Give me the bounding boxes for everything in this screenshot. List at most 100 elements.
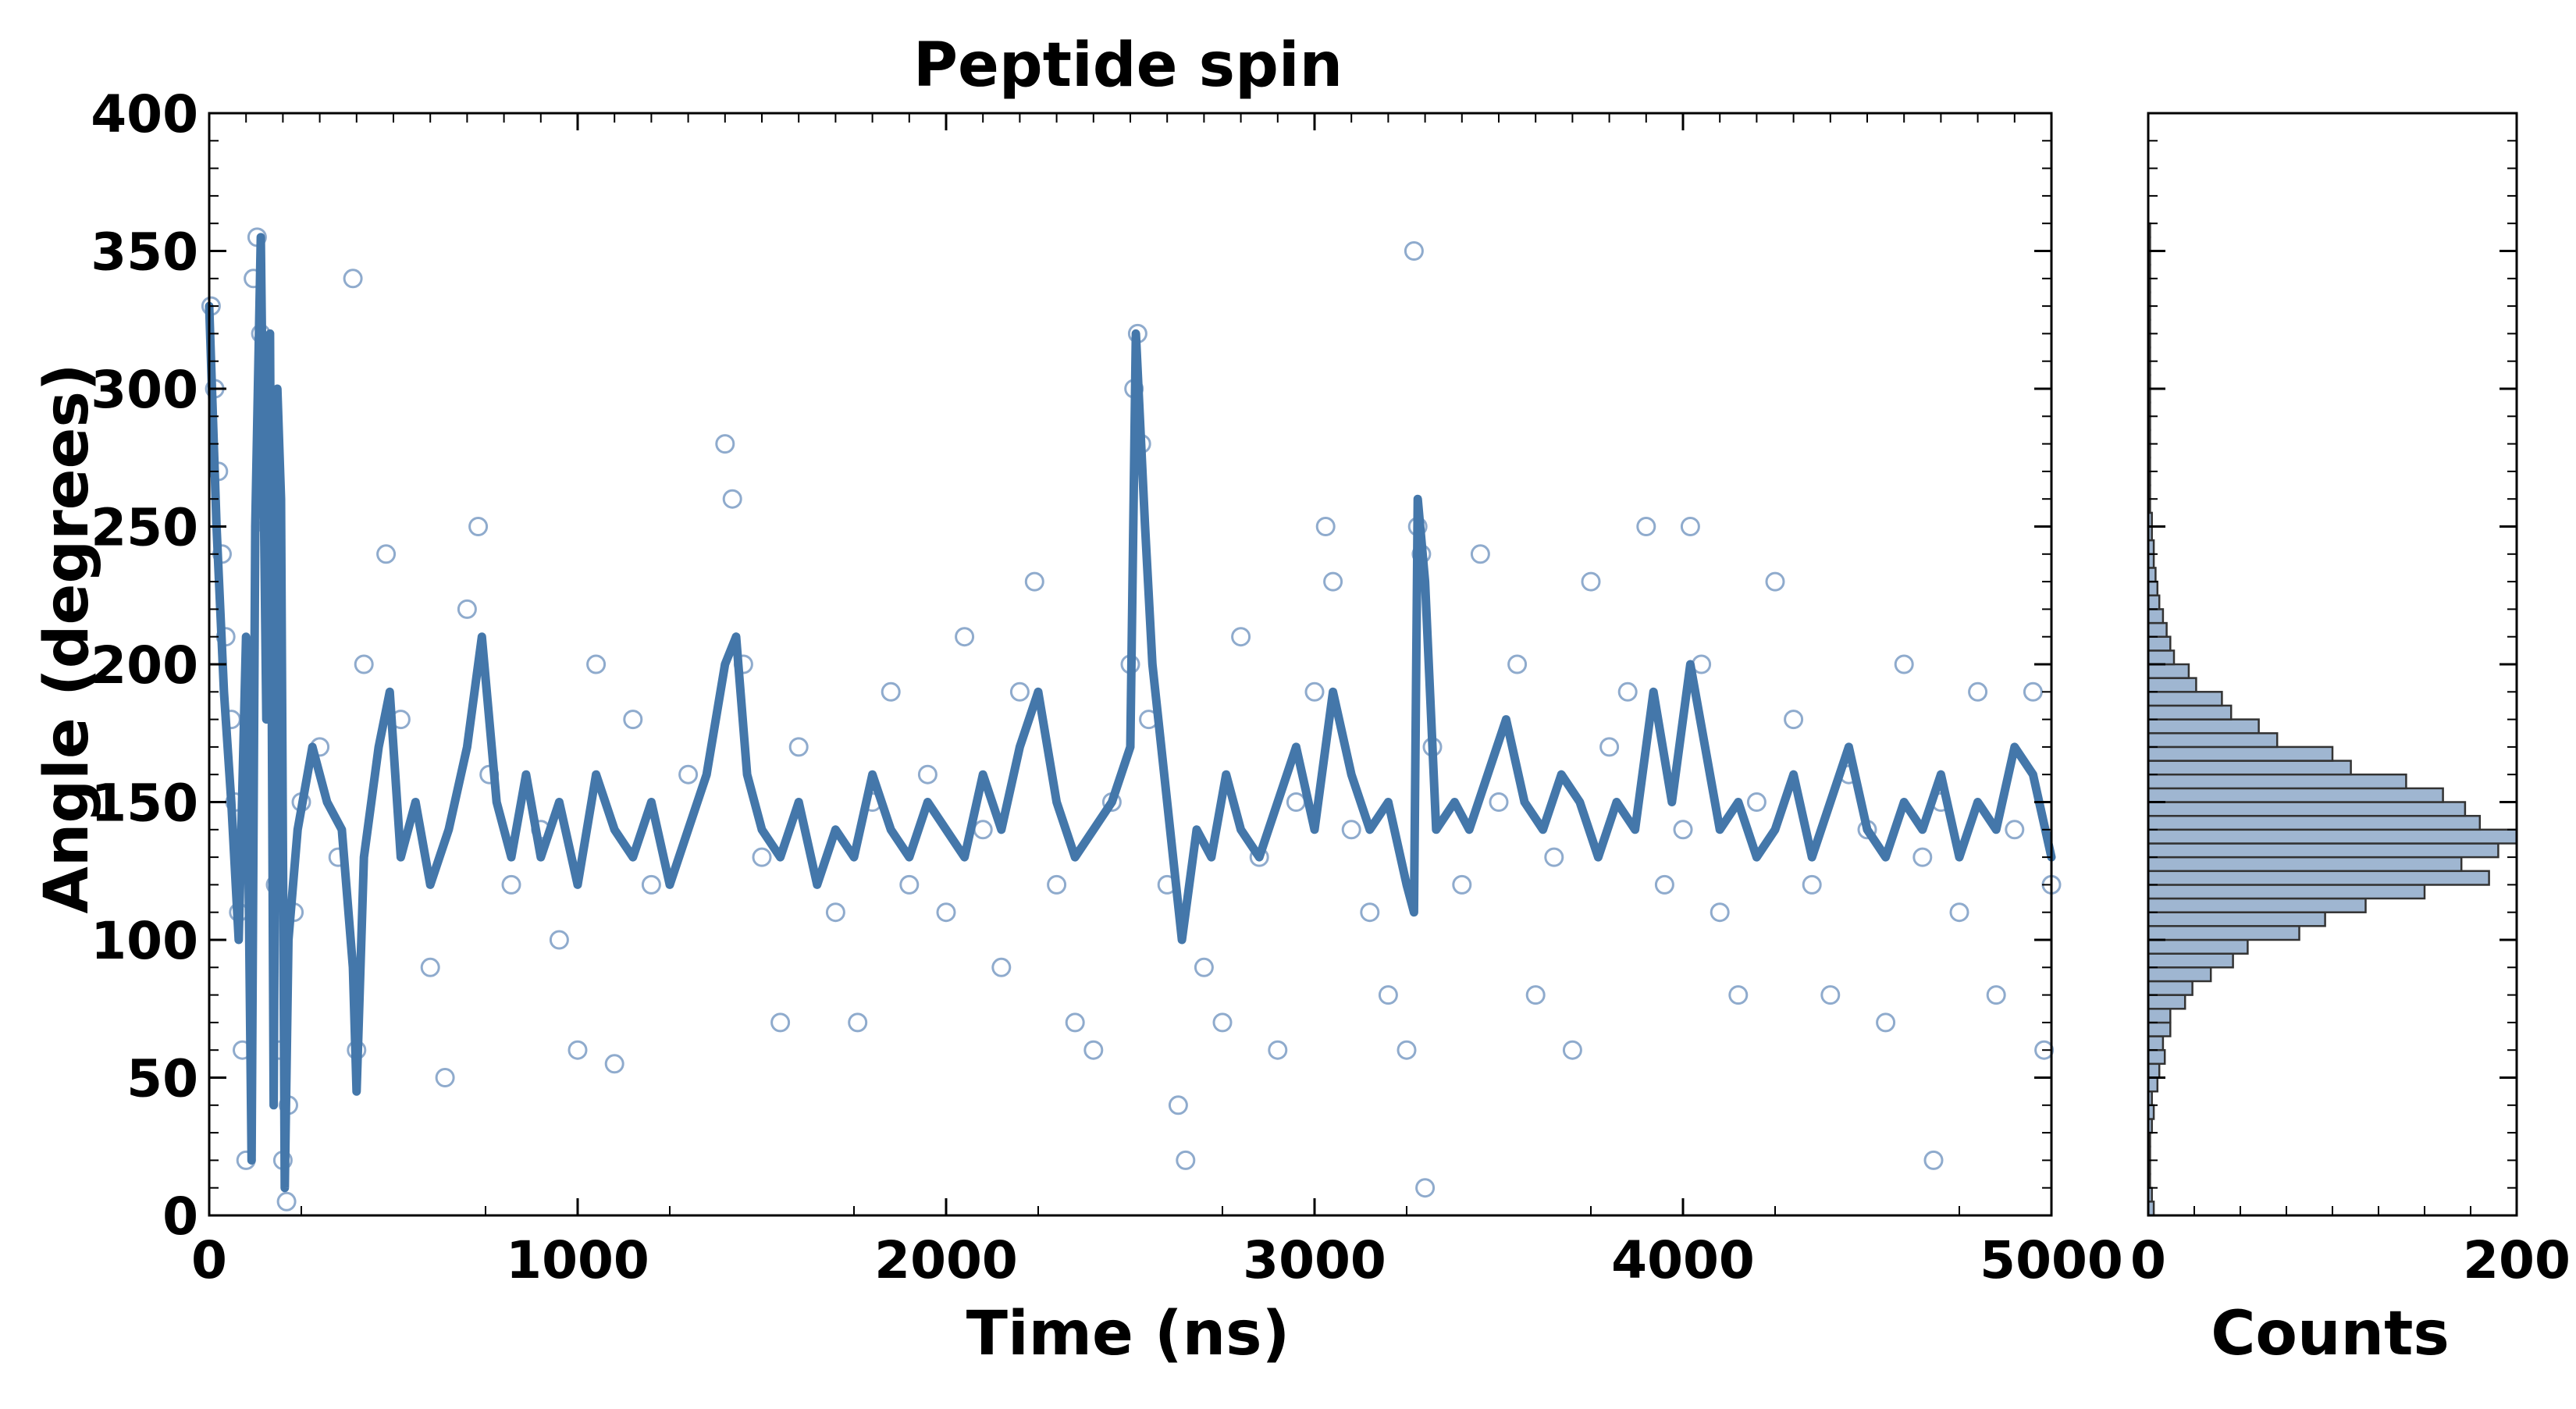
scatter-point: [1802, 874, 1822, 895]
histogram-bar: [2147, 635, 2172, 652]
scatter-point: [1562, 1040, 1582, 1060]
scatter-point: [2005, 820, 2025, 840]
scatter-point: [1765, 571, 1785, 592]
scatter-point: [1212, 1012, 1233, 1033]
scatter-point: [722, 489, 742, 509]
scatter-point: [1452, 874, 1472, 895]
scatter-point: [501, 874, 521, 895]
scatter-point: [1009, 681, 1030, 702]
scatter-point: [973, 820, 993, 840]
hist-x-tick-label: 200: [2463, 1230, 2571, 1290]
histogram-bar: [2147, 1076, 2159, 1093]
histogram-bar: [2147, 760, 2352, 776]
x-tick-label: 1000: [506, 1230, 649, 1290]
histogram-bar: [2147, 649, 2176, 666]
scatter-point: [678, 764, 699, 785]
scatter-point: [1415, 1178, 1436, 1198]
y-axis-label: Angle (degrees): [32, 363, 102, 913]
scatter-point: [420, 957, 440, 977]
scatter-point: [770, 1012, 791, 1033]
histogram-bar: [2147, 787, 2444, 803]
scatter-point: [2023, 681, 2043, 702]
main-plot-panel: 0 1000 2000 3000 4000 5000 0 50 100 150 200 250 300 3…: [91, 84, 2123, 1290]
scatter-point: [1746, 792, 1767, 812]
y-tick-label: 0: [162, 1187, 198, 1247]
scatter-point: [641, 874, 661, 895]
y-tick-label: 200: [91, 635, 198, 696]
scatter-point: [1194, 957, 1214, 977]
y-tick-label: 400: [91, 84, 198, 144]
scatter-point: [1820, 985, 1841, 1005]
scatter-point: [715, 434, 735, 454]
scatter-point: [848, 1012, 868, 1033]
scatter-point: [1949, 902, 1969, 923]
x-tick-label: 5000: [1980, 1230, 2123, 1290]
scatter-point: [1710, 902, 1730, 923]
histogram-bar: [2147, 1048, 2166, 1066]
smoothed-line: [205, 233, 2056, 1193]
scatter-point: [1404, 241, 1424, 261]
histogram-bar: [2147, 1062, 2161, 1079]
histogram-bar: [2147, 1035, 2165, 1051]
chart-title: Peptide spin: [913, 30, 1343, 101]
scatter-point: [936, 902, 956, 923]
histogram-bar: [2147, 801, 2467, 817]
scatter-point: [1544, 847, 1564, 867]
x-tick-label: 0: [191, 1230, 227, 1290]
scatter-point: [1507, 654, 1528, 674]
scatter-point: [1636, 517, 1656, 536]
scatter-point: [1581, 571, 1601, 592]
scatter-point: [1083, 1040, 1104, 1060]
scatter-point: [1470, 544, 1490, 564]
y-tick-label: 300: [91, 360, 198, 420]
scatter-point: [354, 654, 374, 674]
scatter-point: [1176, 1150, 1196, 1170]
scatter-point: [549, 930, 569, 950]
histogram-frame: [2147, 112, 2518, 1217]
y-tick-label: 150: [91, 774, 198, 834]
scatter-point: [435, 1068, 455, 1087]
histogram-panel: 0 200: [2130, 112, 2571, 1290]
scatter-point: [917, 764, 938, 785]
scatter-point: [2034, 1040, 2055, 1060]
scatter-point: [1986, 985, 2006, 1005]
scatter-point: [1599, 737, 1620, 757]
scatter-point: [1378, 985, 1398, 1005]
histogram-bar: [2147, 773, 2407, 790]
y-tick-label: 50: [126, 1049, 198, 1109]
histogram-bar: [2147, 580, 2159, 596]
histogram-bar: [2147, 1008, 2172, 1024]
scatter-point: [604, 1054, 624, 1074]
histogram-bar: [2147, 1021, 2172, 1037]
histogram-bar: [2147, 938, 2249, 955]
scatter-point: [1065, 1012, 1085, 1033]
scatter-point: [1047, 874, 1067, 895]
scatter-point: [1304, 681, 1325, 702]
histogram-bar: [2147, 828, 2518, 845]
histogram-bar: [2147, 870, 2490, 886]
scatter-point: [825, 902, 845, 923]
scatter-point: [1397, 1040, 1417, 1060]
scatter-point: [586, 654, 607, 674]
scatter-point: [1923, 1150, 1944, 1170]
histogram-bar: [2147, 814, 2482, 831]
histogram-x-axis-label: Counts: [2211, 1299, 2450, 1369]
scatter-point: [1894, 654, 1914, 674]
y-tick-label: 100: [91, 911, 198, 971]
scatter-point: [881, 681, 901, 702]
histogram-bar: [2147, 663, 2190, 679]
scatter-point: [468, 517, 489, 536]
scatter-point: [276, 1191, 297, 1212]
histogram-bar: [2147, 980, 2194, 996]
histogram-bar: [2147, 732, 2279, 749]
histogram-bar: [2147, 952, 2234, 969]
x-tick-label: 2000: [874, 1230, 1018, 1290]
scatter-point: [1525, 985, 1546, 1005]
scatter-point: [457, 599, 477, 619]
scatter-point: [1323, 571, 1343, 592]
histogram-bar: [2147, 911, 2326, 927]
scatter-point: [788, 737, 809, 757]
histogram-bar: [2147, 994, 2186, 1010]
scatter-point: [1728, 985, 1749, 1005]
scatter-point: [991, 957, 1012, 977]
